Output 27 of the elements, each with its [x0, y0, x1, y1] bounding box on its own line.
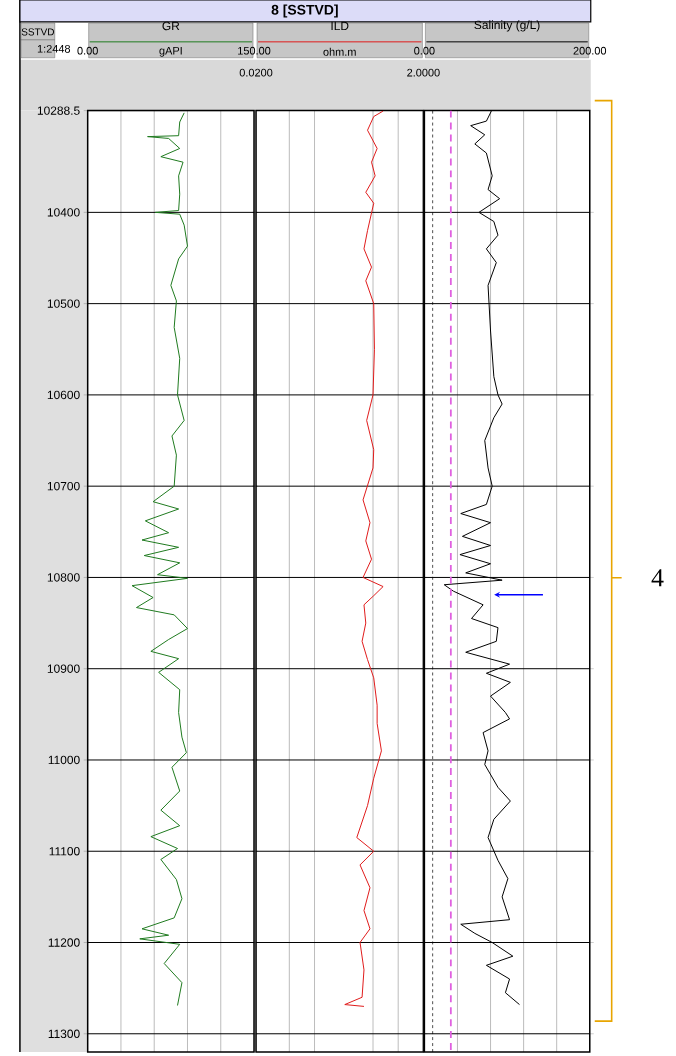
chart-title: GR	[162, 21, 180, 31]
x-tick-label: 0.00	[77, 46, 98, 55]
y-tick-label: 10800	[47, 573, 80, 582]
y-tick-label: 10400	[47, 208, 80, 217]
chart-title: ILD	[331, 21, 349, 31]
x-tick-label: 0.00	[413, 46, 435, 55]
x-tick-label: 2.0000	[406, 68, 440, 77]
y-tick-label: 11000	[48, 755, 80, 765]
text: 4	[651, 569, 664, 587]
text: 1:2448	[37, 44, 70, 53]
y-tick-label: 10288.5	[37, 106, 80, 115]
y-tick-label: 10900	[47, 664, 80, 673]
y-tick-label: 11200	[48, 938, 80, 947]
line-series	[131, 112, 188, 1006]
y-tick-label: 11300	[48, 1029, 80, 1038]
chart-title: Salinity (g/L)	[474, 20, 540, 32]
y-tick-label: 10700	[47, 481, 80, 491]
x-axis-title: ohm.m	[323, 47, 356, 56]
x-axis-title: gAPI	[159, 46, 182, 57]
y-tick-label: 11100	[49, 847, 80, 856]
y-axis-title: SSTVD	[21, 28, 54, 36]
y-tick-label: 10500	[47, 299, 80, 308]
y-tick-label: 10600	[47, 390, 80, 400]
x-tick-label: 200.00	[573, 46, 606, 55]
x-tick-label: 0.0200	[239, 68, 273, 77]
text: 8 [SSTVD]	[271, 4, 338, 18]
x-tick-label: 150.00	[237, 46, 271, 55]
